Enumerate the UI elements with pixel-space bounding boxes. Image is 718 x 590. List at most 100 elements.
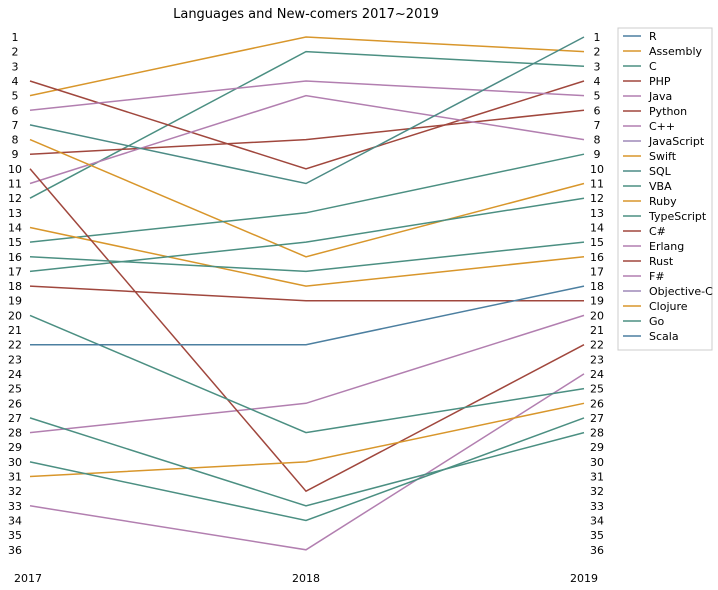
y-tick-left-34: 34: [8, 515, 22, 528]
y-tick-right-5: 5: [594, 90, 601, 103]
legend-label-sql: SQL: [649, 165, 672, 178]
y-tick-right-30: 30: [590, 456, 604, 469]
y-tick-left-24: 24: [8, 368, 22, 381]
series-line-vba: [29, 153, 585, 243]
x-tick-2018: 2018: [292, 572, 320, 585]
y-tick-left-12: 12: [8, 192, 22, 205]
series-line-swift: [29, 138, 585, 258]
x-tick-2019: 2019: [570, 572, 598, 585]
legend-label-clojure: Clojure: [649, 300, 688, 313]
y-tick-right-26: 26: [590, 397, 604, 410]
y-tick-left-22: 22: [8, 339, 22, 352]
y-tick-right-29: 29: [590, 441, 604, 454]
series-line-f-: [29, 373, 585, 551]
y-tick-right-31: 31: [590, 471, 604, 484]
y-tick-right-34: 34: [590, 515, 604, 528]
legend-label-c: C: [649, 60, 657, 73]
legend-label-swift: Swift: [649, 150, 677, 163]
series-line-unnamed-22: [29, 417, 585, 507]
chart-title: Languages and New-comers 2017~2019: [173, 7, 439, 22]
y-ticks-right: 1234567891011121314151617181920212223242…: [590, 31, 604, 557]
series-line-clojure: [29, 402, 585, 478]
y-tick-right-14: 14: [590, 222, 604, 235]
series-line-erlang: [29, 314, 585, 434]
legend-label-rust: Rust: [649, 255, 674, 268]
legend-label-vba: VBA: [649, 180, 672, 193]
y-tick-left-35: 35: [8, 529, 22, 542]
y-tick-left-23: 23: [8, 353, 22, 366]
y-tick-left-2: 2: [12, 46, 19, 59]
y-tick-left-7: 7: [12, 119, 19, 132]
series-line-assembly: [29, 36, 585, 97]
y-tick-right-3: 3: [594, 60, 601, 73]
series-line-go: [29, 314, 585, 434]
series-line-ruby: [29, 226, 585, 287]
y-tick-left-14: 14: [8, 222, 22, 235]
y-tick-right-4: 4: [594, 75, 601, 88]
legend-box: [617, 27, 713, 351]
y-tick-right-6: 6: [594, 104, 601, 117]
y-tick-right-21: 21: [590, 324, 604, 337]
legend-label-python: Python: [649, 105, 687, 118]
y-tick-left-9: 9: [12, 148, 19, 161]
y-tick-right-1: 1: [594, 31, 601, 44]
legend-label-javascript: JavaScript: [648, 135, 705, 148]
y-tick-left-6: 6: [12, 104, 19, 117]
legend-label-php: PHP: [649, 75, 671, 88]
y-tick-left-30: 30: [8, 456, 22, 469]
legend-label-c-: C#: [649, 225, 666, 238]
y-tick-right-11: 11: [590, 178, 604, 191]
legend-label-java: Java: [648, 90, 672, 103]
y-tick-left-4: 4: [12, 75, 19, 88]
y-tick-right-19: 19: [590, 295, 604, 308]
y-tick-right-2: 2: [594, 46, 601, 59]
series-line-c-: [29, 94, 585, 185]
series-line-java: [29, 80, 585, 112]
y-tick-right-35: 35: [590, 529, 604, 542]
y-tick-left-13: 13: [8, 207, 22, 220]
y-tick-right-32: 32: [590, 485, 604, 498]
series-lines: [29, 36, 585, 551]
y-tick-left-29: 29: [8, 441, 22, 454]
y-tick-right-7: 7: [594, 119, 601, 132]
y-tick-right-15: 15: [590, 236, 604, 249]
y-tick-left-27: 27: [8, 412, 22, 425]
legend-label-c-: C++: [649, 120, 675, 133]
y-tick-left-20: 20: [8, 309, 22, 322]
y-tick-right-16: 16: [590, 251, 604, 264]
series-line-unnamed-23: [29, 417, 585, 522]
x-tick-2017: 2017: [14, 572, 42, 585]
legend-label-ruby: Ruby: [649, 195, 677, 208]
y-tick-left-28: 28: [8, 427, 22, 440]
y-tick-left-8: 8: [12, 134, 19, 147]
legend-label-erlang: Erlang: [649, 240, 684, 253]
y-tick-left-21: 21: [8, 324, 22, 337]
y-tick-right-24: 24: [590, 368, 604, 381]
legend-label-objective-c: Objective-C: [649, 285, 713, 298]
series-line-c: [29, 50, 585, 199]
y-tick-right-17: 17: [590, 265, 604, 278]
y-tick-left-3: 3: [12, 60, 19, 73]
series-line-php: [29, 80, 585, 170]
y-tick-left-19: 19: [8, 295, 22, 308]
y-tick-right-9: 9: [594, 148, 601, 161]
y-tick-left-10: 10: [8, 163, 22, 176]
y-tick-right-22: 22: [590, 339, 604, 352]
series-line-scala: [30, 285, 585, 346]
y-tick-right-8: 8: [594, 134, 601, 147]
series-line-python: [29, 109, 585, 155]
legend-label-typescript: TypeScript: [648, 210, 707, 223]
y-tick-left-17: 17: [8, 265, 22, 278]
y-tick-right-10: 10: [590, 163, 604, 176]
y-tick-left-33: 33: [8, 500, 22, 513]
legend-label-go: Go: [649, 315, 665, 328]
y-tick-right-27: 27: [590, 412, 604, 425]
y-tick-left-32: 32: [8, 485, 22, 498]
series-line-rust: [29, 168, 585, 493]
y-ticks-left: 1234567891011121314151617181920212223242…: [8, 31, 22, 557]
y-tick-right-20: 20: [590, 309, 604, 322]
y-tick-left-1: 1: [12, 31, 19, 44]
legend-label-r: R: [649, 30, 657, 43]
y-tick-right-18: 18: [590, 280, 604, 293]
